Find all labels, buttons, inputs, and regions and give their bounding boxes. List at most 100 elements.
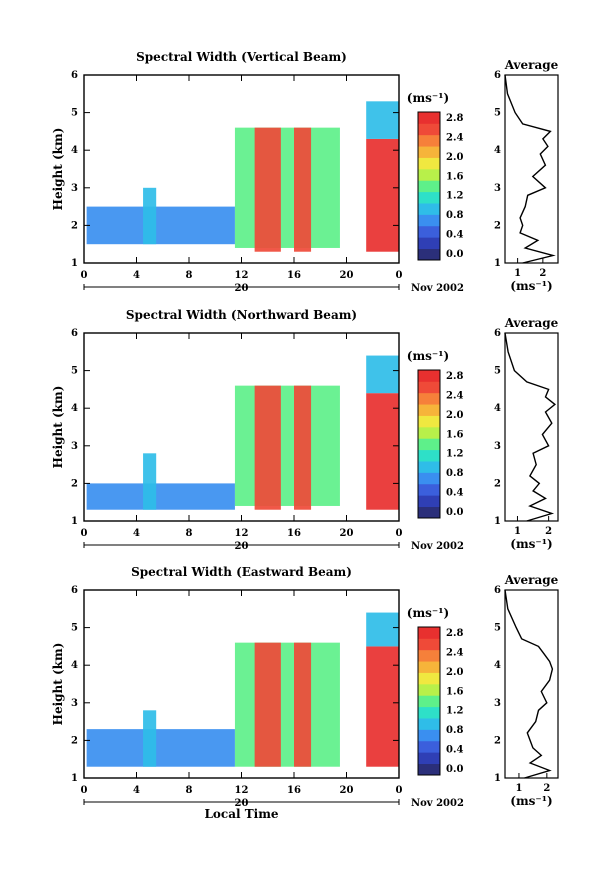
colorbar-swatch [418, 157, 440, 170]
colorbar-tick-label: 1.6 [446, 429, 463, 440]
average-frame [504, 589, 559, 779]
colorbar-swatch [418, 449, 440, 462]
chart-panel-1: Spectral Width (Vertical Beam)0 4 8 12 16 20 0… [51, 50, 559, 294]
colorbar-tick-label: 0.0 [446, 249, 463, 260]
colorbar-tick-label: 0.8 [446, 725, 463, 736]
x-tick-label: 16 [287, 528, 301, 539]
colorbar-tick-label: 2.0 [446, 410, 463, 421]
average-x-label: (ms⁻¹) [510, 537, 552, 551]
average-x-tick-label: 1 [514, 526, 521, 537]
y-tick-label: 3 [71, 441, 78, 452]
x-tick-label: 4 [133, 270, 140, 281]
data-region-3 [234, 385, 340, 506]
average-title: Average [504, 58, 559, 72]
y-tick-label: 3 [71, 183, 78, 194]
colorbar-swatch [418, 672, 440, 685]
date-suffix: Nov 2002 [411, 541, 464, 552]
colorbar-swatch [418, 438, 440, 451]
colorbar-tick-label: 2.8 [446, 628, 463, 639]
colorbar-swatch [418, 225, 440, 238]
data-region-2 [143, 187, 157, 245]
colorbar-frame [417, 369, 441, 519]
x-tick-label: 8 [186, 785, 193, 796]
x-tick-label: 0 [396, 785, 403, 796]
colorbar-tick-label: 2.4 [446, 132, 463, 143]
data-region-3 [234, 642, 340, 767]
colorbar-swatch [418, 718, 440, 730]
average-y-tick-label: 3 [494, 698, 501, 709]
x-tick-label: 12 [235, 528, 249, 539]
average-y-tick-label: 2 [494, 220, 501, 231]
colorbar-swatch [418, 248, 440, 261]
colorbar-swatch [418, 729, 440, 742]
colorbar-tick-label: 0.4 [446, 230, 463, 241]
x-tick-label: 20 [340, 785, 354, 796]
x-tick-label: 16 [287, 270, 301, 281]
y-tick-label: 3 [71, 698, 78, 709]
colorbar-swatch [418, 506, 440, 519]
colorbar-swatch [418, 495, 440, 508]
colorbar-swatch [418, 191, 440, 204]
y-tick-label: 1 [71, 258, 78, 269]
y-tick-label: 1 [71, 516, 78, 527]
colorbar-swatch [418, 112, 440, 124]
colorbar-swatch [418, 168, 440, 181]
x-tick-label: 12 [235, 270, 249, 281]
colorbar-swatch [418, 370, 440, 382]
average-y-tick-label: 6 [494, 328, 501, 339]
colorbar-swatch [418, 381, 440, 394]
x-tick-label: 0 [396, 528, 403, 539]
colorbar-tick-label: 0.8 [446, 210, 463, 221]
data-region-6 [366, 646, 399, 767]
colorbar-tick-label: 0.8 [446, 468, 463, 479]
colorbar-tick-label: 0.4 [446, 745, 463, 756]
x-tick-label: 4 [133, 785, 140, 796]
chart-title: Spectral Width (Northward Beam) [126, 308, 357, 322]
average-y-tick-label: 3 [494, 441, 501, 452]
y-axis-label: Height (km) [51, 386, 65, 469]
average-y-tick-label: 1 [494, 516, 501, 527]
average-y-tick-label: 5 [494, 108, 501, 119]
date-label: 20 [235, 541, 249, 552]
date-suffix: Nov 2002 [411, 798, 464, 809]
colorbar-swatch [418, 483, 440, 496]
y-tick-label: 2 [71, 478, 78, 489]
colorbar-tick-label: 2.8 [446, 371, 463, 382]
colorbar-swatch [418, 683, 440, 696]
x-tick-label: 8 [186, 528, 193, 539]
colorbar-swatch [418, 404, 440, 416]
colorbar-swatch [418, 638, 440, 651]
y-tick-label: 6 [71, 328, 78, 339]
average-x-tick-label: 1 [515, 783, 522, 794]
y-tick-label: 2 [71, 220, 78, 231]
y-axis-label: Height (km) [51, 643, 65, 726]
data-region-2 [143, 453, 157, 510]
colorbar-swatch [418, 214, 440, 227]
data-region-5 [294, 127, 312, 252]
colorbar-swatch [418, 461, 440, 473]
average-y-tick-label: 6 [494, 70, 501, 81]
date-label: 20 [235, 798, 249, 809]
average-y-tick-label: 4 [494, 145, 501, 156]
colorbar-swatch [418, 649, 440, 662]
average-profile-line [504, 332, 557, 522]
data-region-1 [86, 729, 235, 767]
colorbar-swatch [418, 123, 440, 136]
colorbar-label: (ms⁻¹) [407, 349, 449, 363]
data-region-1 [86, 483, 235, 510]
colorbar-tick-label: 2.0 [446, 152, 463, 163]
average-y-tick-label: 1 [494, 773, 501, 784]
colorbar-tick-label: 0.0 [446, 764, 463, 775]
colorbar-label: (ms⁻¹) [407, 91, 449, 105]
x-axis-label: Local Time [204, 807, 278, 821]
colorbar-swatch [418, 134, 440, 147]
colorbar-swatch [418, 426, 440, 439]
x-tick-label: 0 [396, 270, 403, 281]
average-y-tick-label: 4 [494, 660, 501, 671]
colorbar-swatch [418, 695, 440, 708]
colorbar-swatch [418, 146, 440, 158]
colorbar-tick-label: 2.8 [446, 113, 463, 124]
average-x-tick-label: 2 [545, 526, 552, 537]
y-tick-label: 1 [71, 773, 78, 784]
average-y-tick-label: 4 [494, 403, 501, 414]
